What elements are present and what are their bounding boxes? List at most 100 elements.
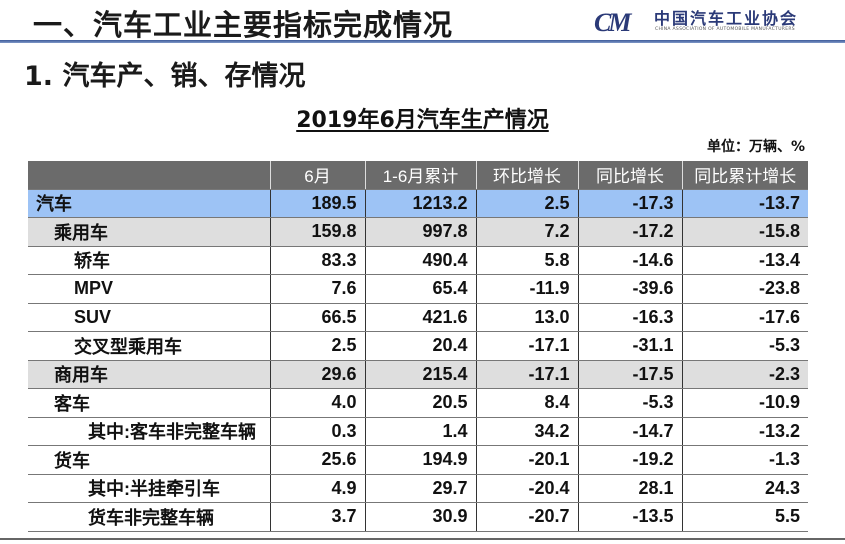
cell: 0.3 [269,417,365,446]
row-label: 其中:半挂牵引车 [28,474,270,503]
cell: -17.2 [577,217,682,247]
cell: -17.3 [577,189,682,218]
row-label: 商用车 [28,360,270,389]
table-row: 其中:客车非完整车辆 0.3 1.4 34.2 -14.7 -13.2 [28,417,808,446]
cell: 490.4 [364,246,476,275]
cell: 1.4 [364,417,476,446]
row-label: 乘用车 [28,217,270,247]
table-row: 轿车 83.3 490.4 5.8 -14.6 -13.4 [28,246,808,275]
cell: 3.7 [269,502,365,532]
cell: 189.5 [269,189,365,218]
cell: -17.5 [577,360,682,389]
table-row: 交叉型乘用车 2.5 20.4 -17.1 -31.1 -5.3 [28,331,808,361]
column-header [28,161,270,190]
cell: 215.4 [364,360,476,389]
cell: 2.5 [475,189,578,218]
cell: -39.6 [577,274,682,304]
cell: -17.1 [475,331,578,361]
cell: -13.5 [577,502,682,532]
cell: 34.2 [475,417,578,446]
unit-label: 单位：万辆、% [706,139,805,155]
row-label: MPV [28,274,270,304]
cell: -14.6 [577,246,682,275]
row-label: 其中:客车非完整车辆 [28,417,270,446]
slide-title: 一、汽车工业主要指标完成情况 [33,8,454,42]
header-divider [0,40,845,43]
cell: -23.8 [681,274,808,304]
row-label: 交叉型乘用车 [28,331,270,361]
row-label: SUV [28,303,270,332]
table-row: 其中:半挂牵引车 4.9 29.7 -20.4 28.1 24.3 [28,474,808,503]
cell: -13.2 [681,417,808,446]
cell: 8.4 [475,388,578,418]
cell: -16.3 [577,303,682,332]
table-row: 汽车 189.5 1213.2 2.5 -17.3 -13.7 [28,189,808,218]
cell: -20.4 [475,474,578,503]
column-header: 6月 [269,161,365,190]
cell: 5.5 [681,502,808,532]
cell: -10.9 [681,388,808,418]
cell: -2.3 [681,360,808,389]
table-title: 2019年6月汽车生产情况 [296,108,549,133]
cell: 13.0 [475,303,578,332]
section-title: 1. 汽车产、销、存情况 [24,61,306,92]
production-table: 6月 1-6月累计 环比增长 同比增长 同比累计增长 汽车 189.5 1213… [28,161,808,532]
logo-chinese-name: 中国汽车工业协会 [654,9,799,28]
cell: 65.4 [364,274,476,304]
table-row: 乘用车 159.8 997.8 7.2 -17.2 -15.8 [28,217,808,247]
cell: -15.8 [681,217,808,247]
cell: -1.3 [681,445,808,475]
cell: -20.7 [475,502,578,532]
cell: 83.3 [269,246,365,275]
cell: -31.1 [577,331,682,361]
logo-english-name: CHINA ASSOCIATION OF AUTOMOBILE MANUFACT… [655,27,795,32]
caam-logo: CM 中国汽车工业协会 CHINA ASSOCIATION OF AUTOMOB… [594,4,834,37]
cell: 20.4 [364,331,476,361]
table-row: 商用车 29.6 215.4 -17.1 -17.5 -2.3 [28,360,808,389]
cell: 159.8 [269,217,365,247]
table-header-row: 6月 1-6月累计 环比增长 同比增长 同比累计增长 [28,161,808,190]
cell: -19.2 [577,445,682,475]
cell: 421.6 [364,303,476,332]
cell: 7.6 [269,274,365,304]
column-header: 同比累计增长 [681,161,808,190]
cell: 29.7 [364,474,476,503]
cell: 28.1 [577,474,682,503]
cell: 29.6 [269,360,365,389]
cell: 2.5 [269,331,365,361]
row-label: 货车 [28,445,270,475]
cell: -11.9 [475,274,578,304]
cell: 7.2 [475,217,578,247]
logo-mark-icon: CM [594,8,632,37]
footer-divider [0,538,845,540]
cell: -20.1 [475,445,578,475]
row-label: 汽车 [28,189,270,218]
column-header: 同比增长 [577,161,682,190]
cell: 20.5 [364,388,476,418]
table-row: 货车 25.6 194.9 -20.1 -19.2 -1.3 [28,445,808,475]
cell: 5.8 [475,246,578,275]
cell: 194.9 [364,445,476,475]
cell: -14.7 [577,417,682,446]
cell: -17.1 [475,360,578,389]
column-header: 环比增长 [475,161,578,190]
cell: -13.7 [681,189,808,218]
column-header: 1-6月累计 [364,161,476,190]
cell: -5.3 [577,388,682,418]
cell: 66.5 [269,303,365,332]
row-label: 客车 [28,388,270,418]
cell: 25.6 [269,445,365,475]
table-row: MPV 7.6 65.4 -11.9 -39.6 -23.8 [28,274,808,304]
table-row: SUV 66.5 421.6 13.0 -16.3 -17.6 [28,303,808,332]
cell: 4.9 [269,474,365,503]
cell: 30.9 [364,502,476,532]
table-row: 货车非完整车辆 3.7 30.9 -20.7 -13.5 5.5 [28,502,808,532]
cell: -17.6 [681,303,808,332]
cell: -13.4 [681,246,808,275]
table-row: 客车 4.0 20.5 8.4 -5.3 -10.9 [28,388,808,418]
row-label: 轿车 [28,246,270,275]
cell: -5.3 [681,331,808,361]
cell: 4.0 [269,388,365,418]
cell: 24.3 [681,474,808,503]
cell: 1213.2 [364,189,476,218]
